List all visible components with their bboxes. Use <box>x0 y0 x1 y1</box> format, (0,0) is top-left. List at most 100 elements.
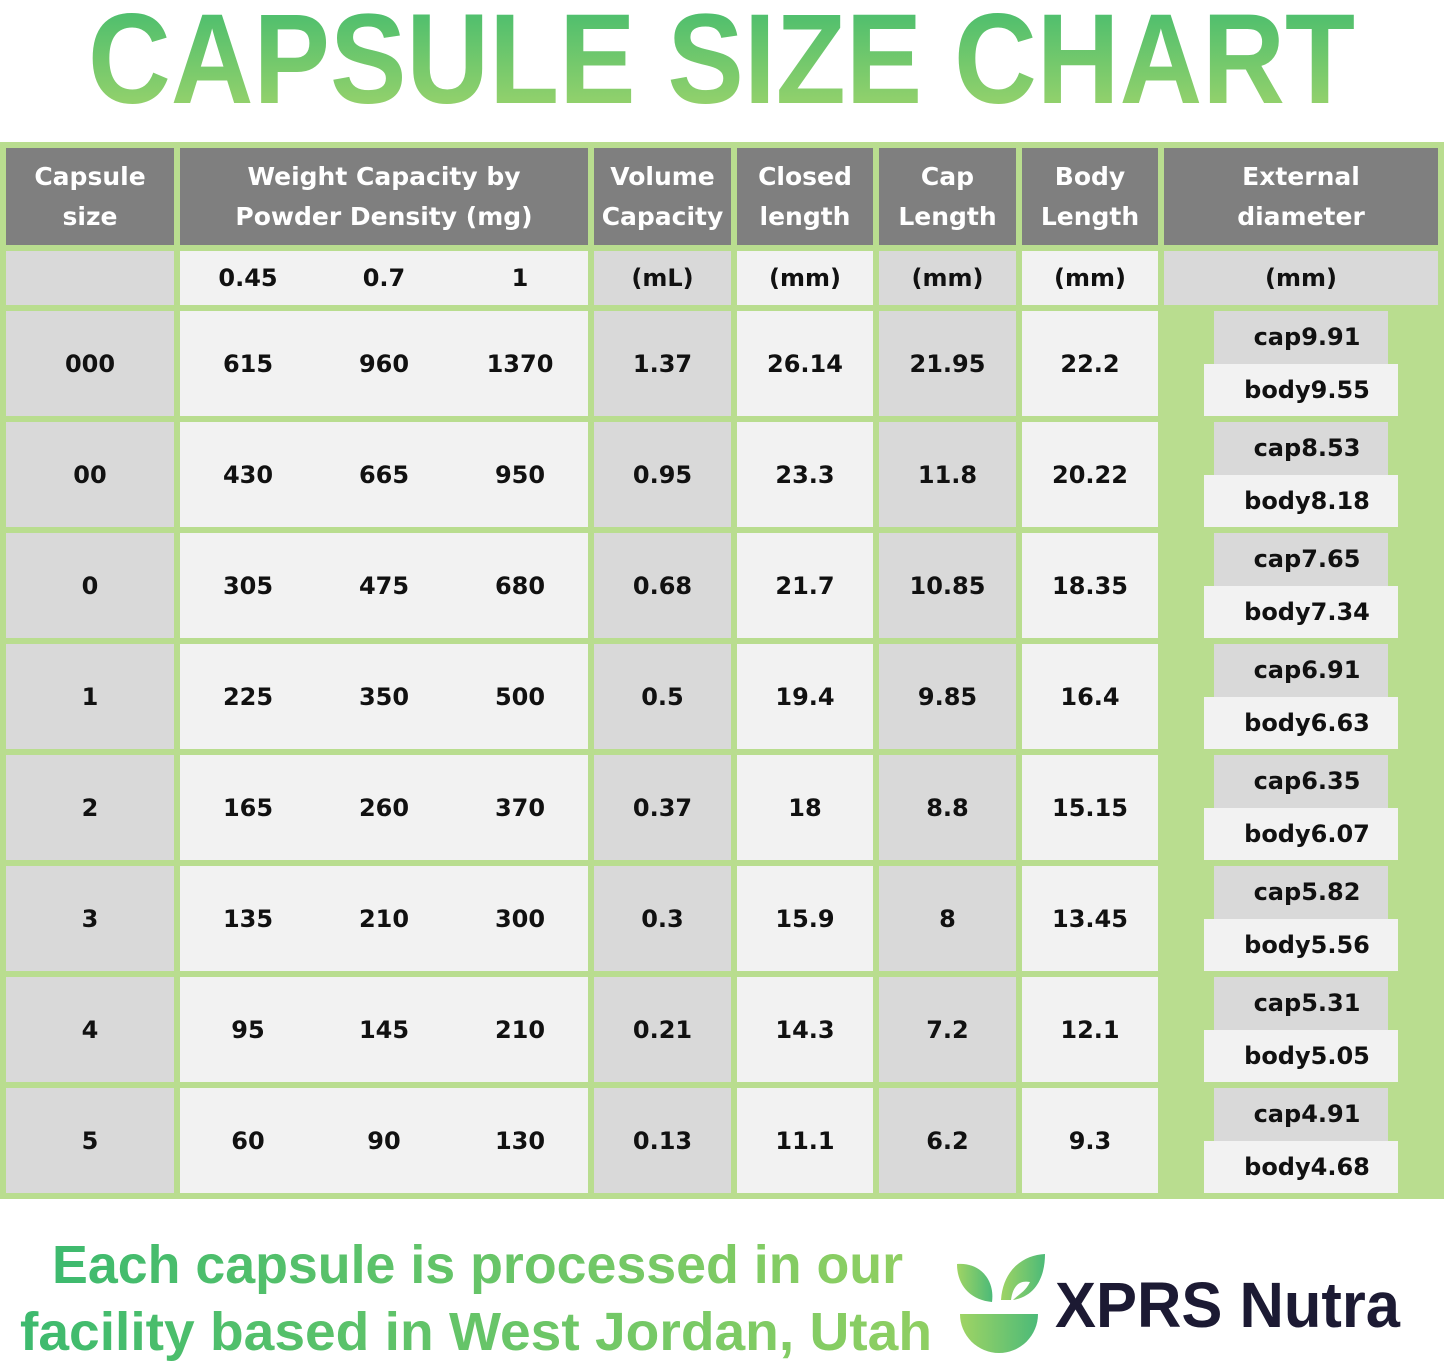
weight-values: 615 960 1370 <box>180 350 588 378</box>
weight-value: 615 <box>222 349 274 378</box>
body-length-cell: 22.2 <box>1022 311 1158 416</box>
cap-length-cell: 7.2 <box>879 977 1016 1082</box>
diameter-cap-row: cap 5.31 <box>1213 977 1389 1030</box>
volume-cell: 0.3 <box>594 866 731 971</box>
diameter-body-value: 4.68 <box>1310 1152 1370 1181</box>
weight-values: 95 145 210 <box>180 1016 588 1044</box>
header-line: Cap <box>920 161 975 191</box>
page-title: CAPSULE SIZE CHART <box>88 0 1355 130</box>
closed-length-cell: 15.9 <box>737 866 873 971</box>
diameter-body-value: 6.07 <box>1310 819 1370 848</box>
weight-value: 305 <box>222 571 274 600</box>
diameter-body-label: body <box>1244 1152 1311 1181</box>
weight-value: 500 <box>494 682 546 711</box>
weight-value: 665 <box>358 460 410 489</box>
capsule-size-cell: 0 <box>6 533 174 638</box>
cap-length-cell: 21.95 <box>879 311 1016 416</box>
density-values: 0.45 0.7 1 <box>180 264 588 292</box>
header-line: Volume <box>610 161 715 191</box>
diameter-cap-label: cap <box>1253 323 1302 352</box>
column-header-text: Cap Length <box>898 157 996 237</box>
diameter-cap-row: cap 9.91 <box>1213 311 1389 364</box>
diameter-body-value: 7.34 <box>1310 597 1370 626</box>
weight-value: 210 <box>358 904 410 933</box>
column-header: Capsule size <box>6 148 174 245</box>
external-diameter-cell: cap 9.91 body 9.55 <box>1164 311 1438 416</box>
weight-cell: 615 960 1370 <box>180 311 588 416</box>
volume-cell: 1.37 <box>594 311 731 416</box>
column-header: Weight Capacity by Powder Density (mg) <box>180 148 588 245</box>
footer-line-2: facility based in West Jordan, Utah <box>20 1302 932 1362</box>
body-length-cell: 12.1 <box>1022 977 1158 1082</box>
diameter-cap-value: 6.91 <box>1301 656 1361 685</box>
closed-length-cell: 14.3 <box>737 977 873 1082</box>
closed-length-cell: 18 <box>737 755 873 860</box>
diameter-body-row: body 6.63 <box>1204 696 1398 749</box>
weight-value: 960 <box>358 349 410 378</box>
brand-logo: XPRS Nutra <box>957 1254 1400 1353</box>
diameter-body-label: body <box>1244 819 1311 848</box>
diameter-body-label: body <box>1244 486 1311 515</box>
body-length-cell: 16.4 <box>1022 644 1158 749</box>
volume-cell: 0.95 <box>594 422 731 527</box>
volume-cell: 0.5 <box>594 644 731 749</box>
weight-value: 130 <box>494 1126 546 1155</box>
weight-cell: 60 90 130 <box>180 1088 588 1193</box>
density-value: 1 <box>511 264 529 292</box>
diameter-body-row: body 7.34 <box>1204 585 1398 638</box>
body-length-cell: 13.45 <box>1022 866 1158 971</box>
diameter-cap-row: cap 7.65 <box>1213 533 1389 586</box>
diameter-cap-row: cap 8.53 <box>1213 422 1389 475</box>
capsule-size-cell: 2 <box>6 755 174 860</box>
column-header: Cap Length <box>879 148 1016 245</box>
external-diameter-cell: cap 7.65 body 7.34 <box>1164 533 1438 638</box>
capsule-size-cell: 1 <box>6 644 174 749</box>
density-units: 0.45 0.7 1 <box>180 251 588 305</box>
column-header-text: Weight Capacity by Powder Density (mg) <box>235 157 532 237</box>
closed-length-cell: 23.3 <box>737 422 873 527</box>
weight-value: 210 <box>494 1015 546 1044</box>
body-length-cell: 18.35 <box>1022 533 1158 638</box>
footer-line-1: Each capsule is processed in our <box>52 1235 903 1295</box>
column-header-text: External diameter <box>1237 157 1365 237</box>
closed-length-cell: 19.4 <box>737 644 873 749</box>
header-line: Capsule size <box>34 161 146 231</box>
closed-length-cell: 26.14 <box>737 311 873 416</box>
body-length-cell: 15.15 <box>1022 755 1158 860</box>
density-value: 0.45 <box>218 264 278 292</box>
diameter-cap-value: 7.65 <box>1301 545 1361 574</box>
weight-cell: 95 145 210 <box>180 977 588 1082</box>
diameter-body-row: body 4.68 <box>1204 1140 1398 1193</box>
column-header-text: Volume Capacity <box>602 157 724 237</box>
external-diameter-cell: cap 5.82 body 5.56 <box>1164 866 1438 971</box>
weight-cell: 225 350 500 <box>180 644 588 749</box>
weight-cell: 165 260 370 <box>180 755 588 860</box>
diameter-cap-row: cap 6.35 <box>1213 755 1389 808</box>
weight-value: 165 <box>222 793 274 822</box>
diameter-cap-label: cap <box>1253 1100 1302 1129</box>
diameter-cap-label: cap <box>1253 434 1302 463</box>
column-header: Volume Capacity <box>594 148 731 245</box>
diameter-cap-label: cap <box>1253 767 1302 796</box>
capsule-size-cell: 5 <box>6 1088 174 1193</box>
diameter-cap-row: cap 4.91 <box>1213 1088 1389 1141</box>
closed-length-cell: 11.1 <box>737 1088 873 1193</box>
volume-cell: 0.37 <box>594 755 731 860</box>
weight-values: 430 665 950 <box>180 461 588 489</box>
external-diameter-cell: cap 5.31 body 5.05 <box>1164 977 1438 1082</box>
weight-value: 135 <box>222 904 274 933</box>
volume-cell: 0.68 <box>594 533 731 638</box>
external-diameter-cell: cap 8.53 body 8.18 <box>1164 422 1438 527</box>
external-diameter-cell: cap 6.35 body 6.07 <box>1164 755 1438 860</box>
title-text: CAPSULE SIZE CHART <box>88 0 1355 130</box>
weight-value: 225 <box>222 682 274 711</box>
cap-length-cell: 6.2 <box>879 1088 1016 1193</box>
diameter-cap-label: cap <box>1253 989 1302 1018</box>
weight-value: 90 <box>367 1126 401 1155</box>
capsule-size-cell: 000 <box>6 311 174 416</box>
column-header-text: Capsule size <box>6 157 174 237</box>
unit-closed: (mm) <box>737 251 873 305</box>
header-line: Weight Capacity by <box>247 161 521 191</box>
footer-tagline: Each capsule is processed in our facilit… <box>20 1235 932 1362</box>
column-header-text: Closed length <box>758 157 852 237</box>
